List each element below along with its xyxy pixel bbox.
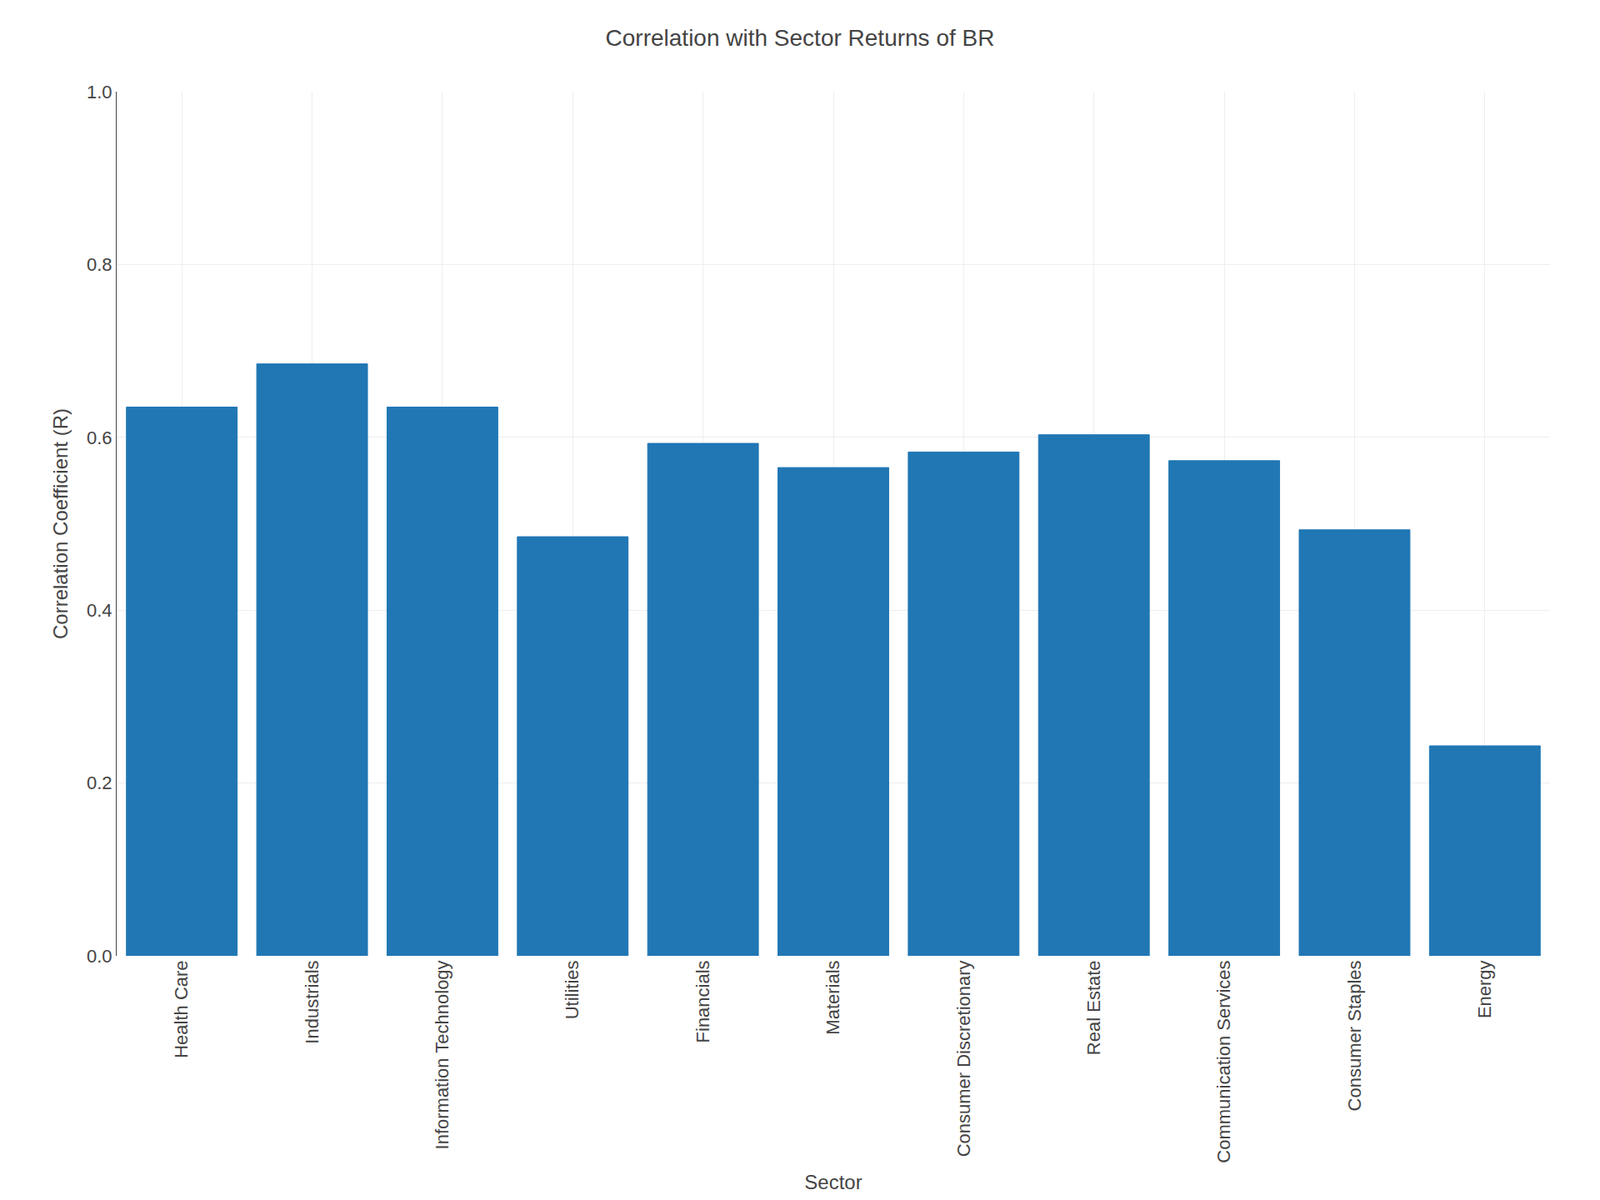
svg-text:Health Care: Health Care: [170, 960, 192, 1058]
svg-text:Consumer Discretionary: Consumer Discretionary: [953, 960, 975, 1157]
svg-text:Communication Services: Communication Services: [1213, 960, 1235, 1163]
svg-text:0.2: 0.2: [86, 772, 113, 794]
svg-text:0.4: 0.4: [86, 600, 113, 621]
svg-text:Energy: Energy: [1474, 960, 1495, 1019]
svg-text:Sector: Sector: [804, 1170, 862, 1194]
svg-text:Real Estate: Real Estate: [1083, 960, 1105, 1055]
svg-text:Correlation Coefficient (R): Correlation Coefficient (R): [49, 408, 72, 640]
svg-text:Utilities: Utilities: [561, 960, 583, 1020]
svg-text:Industrials: Industrials: [301, 960, 323, 1044]
svg-text:0.8: 0.8: [86, 254, 113, 275]
svg-text:Correlation with Sector Return: Correlation with Sector Returns of BR: [605, 25, 995, 51]
svg-text:0.6: 0.6: [86, 427, 113, 449]
svg-text:0.0: 0.0: [86, 945, 113, 967]
svg-text:Materials: Materials: [822, 960, 844, 1035]
svg-text:1.0: 1.0: [86, 81, 113, 103]
svg-text:Financials: Financials: [692, 960, 714, 1043]
svg-text:Information Technology: Information Technology: [431, 960, 453, 1150]
svg-text:Consumer Staples: Consumer Staples: [1344, 960, 1365, 1111]
